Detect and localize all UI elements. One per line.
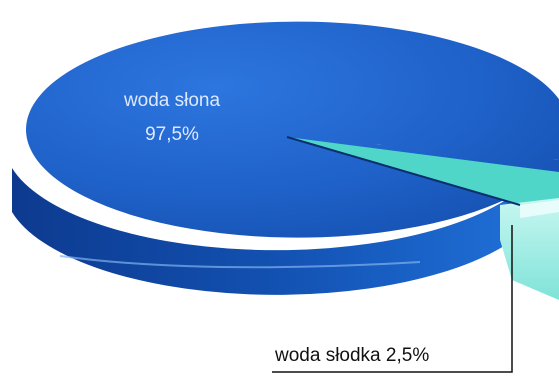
leader-line (272, 225, 513, 373)
pie-rim-highlight (59, 255, 421, 269)
slice-label-salt-value: 97,5% (145, 124, 199, 145)
slice-divider (286, 136, 521, 206)
pie-slice-fresh-highlight (520, 200, 559, 218)
pie-slice-fresh (287, 137, 559, 205)
slice-label-salt-name: woda słona (123, 90, 221, 111)
pie-slice-fresh-side (500, 198, 559, 300)
slice-label-fresh: woda słodka 2,5% (274, 345, 429, 366)
pie-slice-salt (26, 21, 559, 238)
